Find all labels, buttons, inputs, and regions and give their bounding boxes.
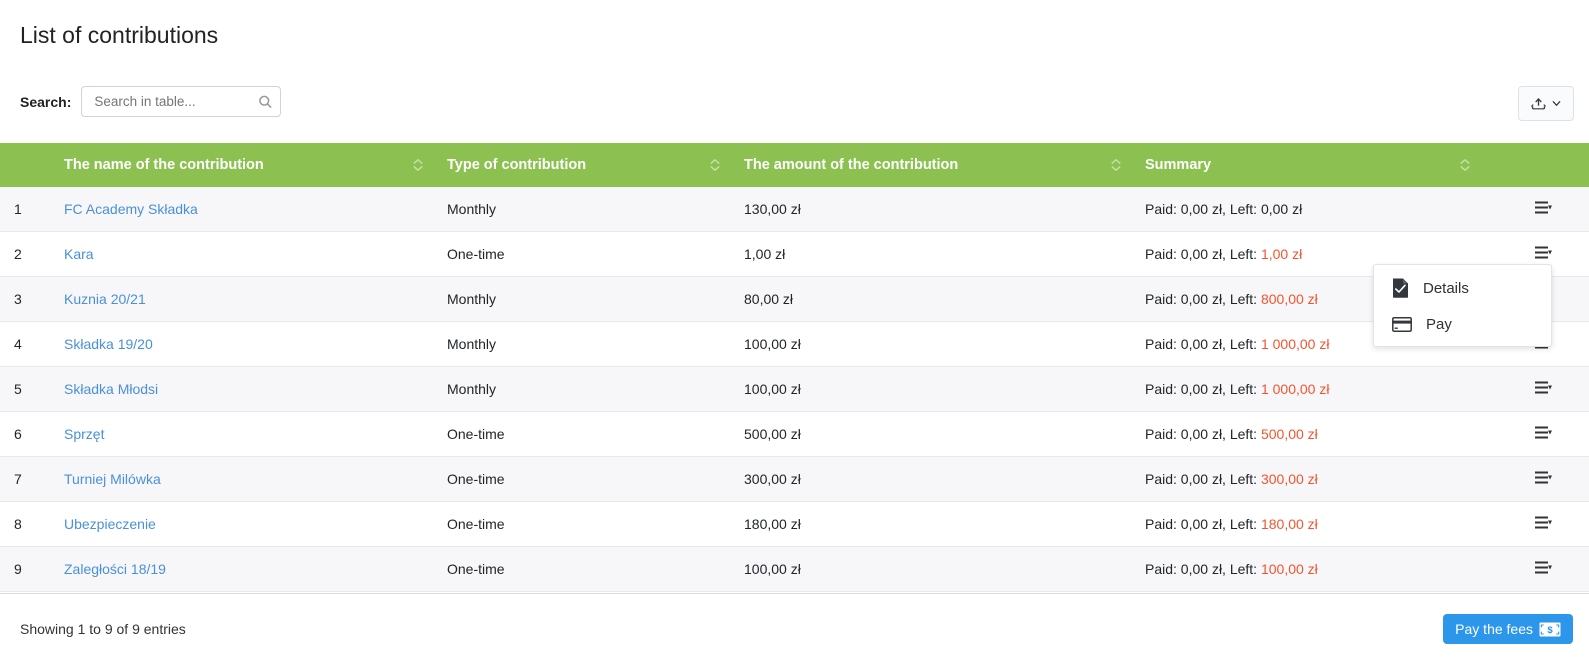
svg-text:$: $ xyxy=(1547,625,1553,636)
